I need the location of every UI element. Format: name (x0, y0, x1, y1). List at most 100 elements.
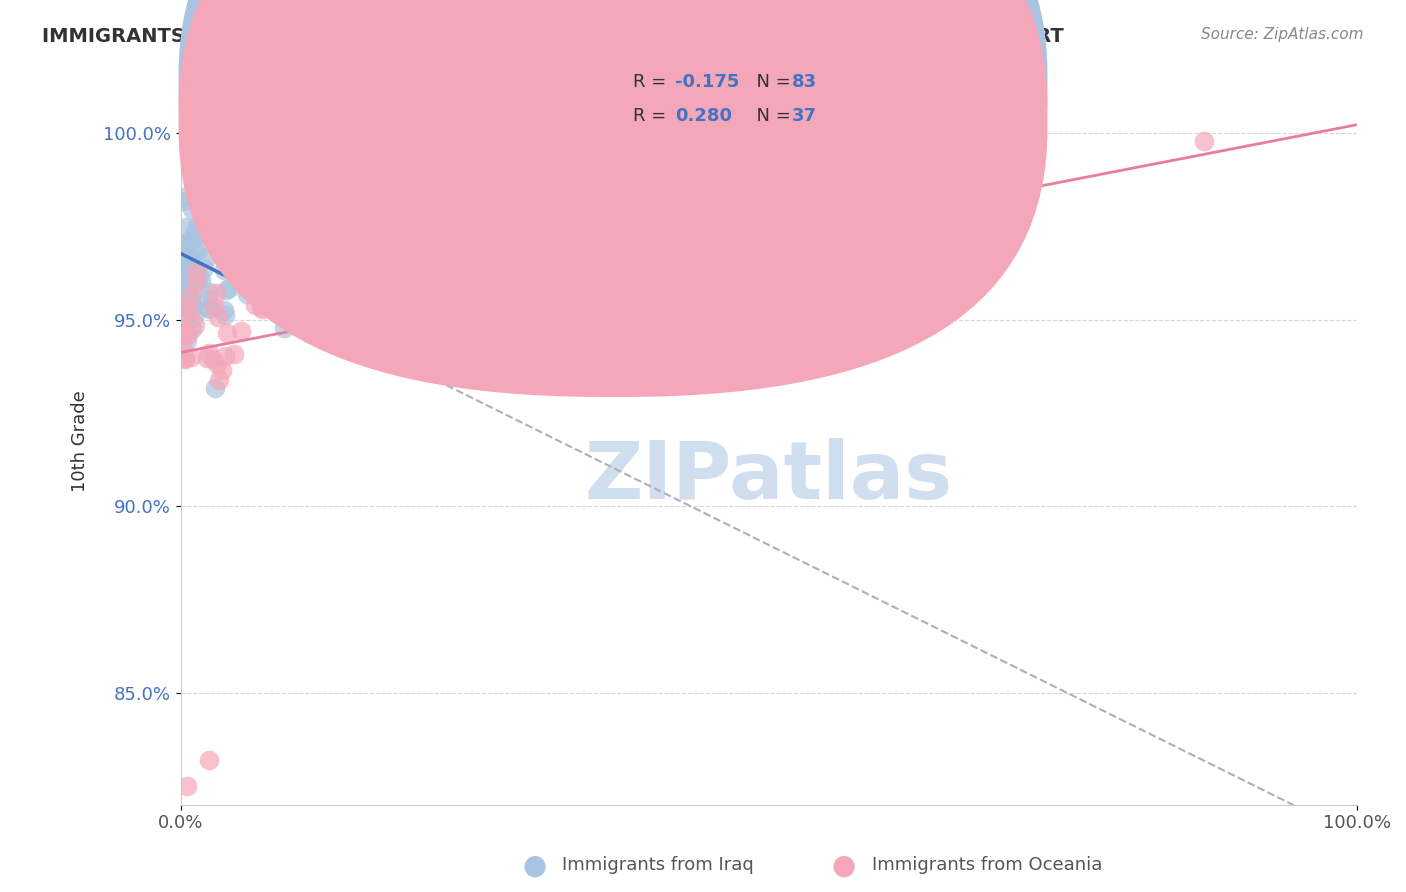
Point (181, 277, 204, 292)
Point (207, 310, 229, 325)
Point (252, 302, 274, 317)
Point (186, 219, 208, 233)
Point (184, 265, 207, 279)
Point (273, 258, 295, 272)
Text: Immigrants from Iraq: Immigrants from Iraq (562, 856, 754, 874)
Point (222, 231, 245, 245)
Point (236, 286, 259, 301)
Point (208, 373, 231, 387)
Point (170, 279, 193, 293)
Point (193, 226, 215, 240)
Point (229, 324, 252, 338)
Text: N =: N = (745, 73, 797, 91)
Point (179, 259, 201, 273)
Point (174, 244, 197, 259)
Text: 83: 83 (792, 73, 817, 91)
Point (245, 268, 267, 283)
Point (179, 249, 201, 263)
Point (297, 215, 319, 229)
Point (218, 281, 240, 295)
Point (252, 265, 274, 279)
Point (190, 273, 212, 287)
Y-axis label: 10th Grade: 10th Grade (72, 390, 89, 491)
Point (174, 293, 197, 308)
Point (170, 336, 193, 351)
Text: Immigrants from Oceania: Immigrants from Oceania (872, 856, 1102, 874)
Point (172, 283, 194, 297)
Point (224, 347, 246, 361)
Point (197, 285, 219, 300)
Point (183, 230, 205, 244)
Point (180, 288, 202, 302)
Point (202, 300, 225, 314)
Point (174, 351, 197, 365)
Point (240, 276, 263, 290)
Point (250, 211, 273, 226)
Point (180, 202, 202, 216)
Point (262, 276, 284, 290)
Point (180, 258, 202, 272)
Point (172, 243, 194, 257)
Point (180, 293, 202, 308)
Point (179, 305, 201, 319)
Point (180, 322, 202, 336)
Point (173, 275, 195, 289)
Point (215, 326, 238, 340)
Text: ●: ● (831, 851, 856, 880)
Point (180, 301, 202, 315)
Point (197, 200, 219, 214)
Point (208, 211, 231, 225)
Point (205, 186, 228, 201)
Point (205, 286, 228, 301)
Point (174, 326, 197, 340)
Text: IMMIGRANTS FROM IRAQ VS IMMIGRANTS FROM OCEANIA 10TH GRADE CORRELATION CHART: IMMIGRANTS FROM IRAQ VS IMMIGRANTS FROM … (42, 27, 1064, 45)
Point (172, 303, 194, 318)
Point (176, 260, 198, 275)
Point (257, 241, 280, 255)
Point (173, 270, 195, 285)
Point (183, 310, 205, 325)
Point (205, 357, 228, 371)
Point (180, 350, 202, 364)
Point (173, 312, 195, 326)
Point (180, 293, 202, 307)
Point (187, 244, 209, 259)
Point (214, 349, 236, 363)
Point (219, 223, 242, 237)
Point (259, 289, 281, 303)
Point (212, 263, 235, 277)
Point (183, 226, 205, 240)
Text: R =: R = (633, 107, 672, 125)
Point (197, 301, 219, 316)
Point (172, 274, 194, 288)
Point (170, 323, 193, 337)
Point (269, 284, 291, 298)
Point (218, 202, 240, 217)
Point (177, 299, 200, 313)
Point (197, 291, 219, 305)
Point (176, 250, 198, 264)
Point (204, 381, 226, 395)
Point (197, 351, 219, 365)
Point (215, 283, 238, 297)
Text: Source: ZipAtlas.com: Source: ZipAtlas.com (1201, 27, 1364, 42)
Point (205, 227, 228, 241)
Point (172, 194, 194, 209)
Point (198, 753, 221, 767)
Point (174, 325, 197, 339)
Point (173, 235, 195, 250)
Point (174, 220, 197, 235)
Point (246, 290, 269, 304)
Point (176, 779, 198, 793)
Point (1192, 134, 1215, 148)
Point (184, 318, 207, 333)
Point (197, 218, 219, 232)
Point (214, 308, 236, 322)
Text: R =: R = (633, 73, 672, 91)
Point (183, 267, 205, 281)
Text: 0.280: 0.280 (675, 107, 733, 125)
Point (222, 163, 245, 178)
Point (229, 269, 252, 284)
Point (173, 351, 195, 366)
Point (176, 254, 198, 268)
